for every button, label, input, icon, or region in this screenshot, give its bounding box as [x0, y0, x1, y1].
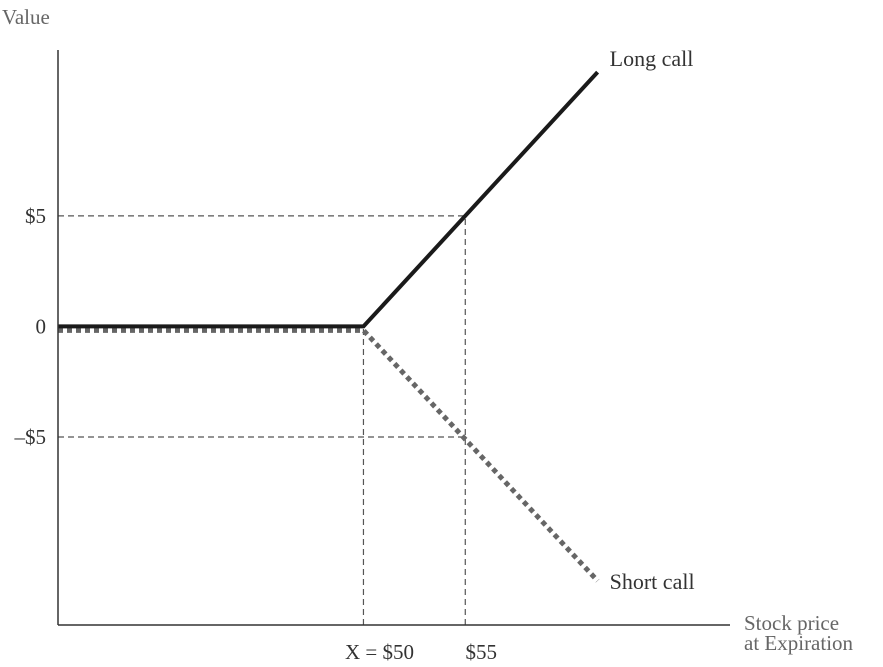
x-tick-label: X = $50	[345, 640, 414, 664]
y-tick-label: –$5	[14, 425, 47, 449]
short-call-line	[58, 327, 600, 583]
y-tick-label: $5	[25, 204, 46, 228]
y-axis-label: Value	[2, 5, 50, 29]
long-call-line	[58, 70, 600, 329]
x-axis-label-line: at Expiration	[744, 631, 854, 655]
long-call-label: Long call	[610, 46, 694, 71]
x-tick-label: $55	[466, 640, 498, 664]
series-layer	[58, 70, 600, 583]
axes	[57, 50, 730, 626]
reference-lines	[58, 215, 466, 625]
short-call-label: Short call	[610, 569, 695, 594]
y-tick-label: 0	[36, 314, 47, 338]
x-axis-label-line: Stock price	[744, 611, 839, 635]
